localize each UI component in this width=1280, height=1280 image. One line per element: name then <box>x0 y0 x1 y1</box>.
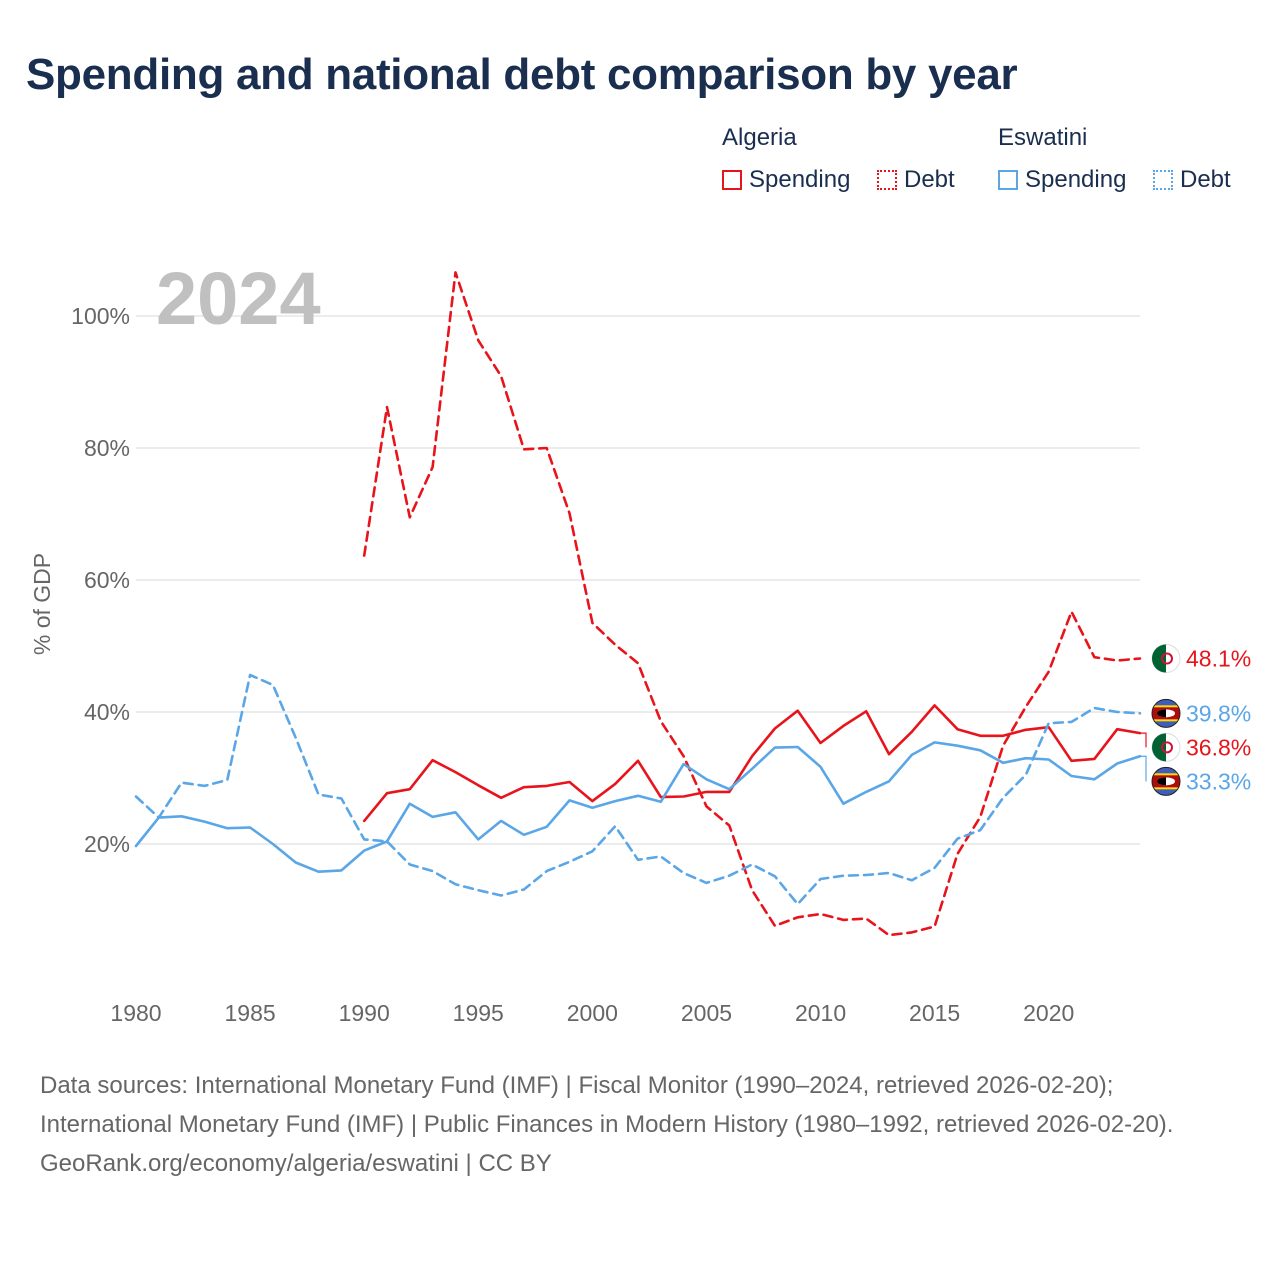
algeria-flag-icon <box>1151 732 1181 762</box>
eswatini-flag-icon <box>1151 698 1181 728</box>
end-value-label: 36.8% <box>1186 734 1251 760</box>
x-tick-label: 2000 <box>567 1000 618 1026</box>
end-value-label: 48.1% <box>1186 646 1251 672</box>
x-tick-label: 1980 <box>110 1000 161 1026</box>
end-value-label: 39.8% <box>1186 700 1251 726</box>
y-tick-label: 100% <box>71 303 130 329</box>
y-axis-ticks: 20% 40% 60% 80% 100% <box>71 303 130 857</box>
x-tick-label: 2015 <box>909 1000 960 1026</box>
credit-link[interactable]: GeoRank.org/economy/algeria/eswatini | C… <box>40 1150 552 1177</box>
legend-swatch-dotted-icon <box>877 170 897 190</box>
y-tick-label: 20% <box>84 831 130 857</box>
eswatini-flag-icon <box>1151 766 1181 796</box>
y-tick-label: 60% <box>84 567 130 593</box>
x-tick-label: 1995 <box>453 1000 504 1026</box>
footer: Data sources: International Monetary Fun… <box>40 1066 1240 1183</box>
end-label-leader <box>1140 755 1147 782</box>
legend-swatch-solid-icon <box>722 170 742 190</box>
legend-label: Debt <box>1180 166 1231 193</box>
series-line-algeria-spending[interactable] <box>362 704 1142 823</box>
legend-item-eswatini-debt[interactable]: Debt <box>1153 166 1231 194</box>
grid <box>136 315 1140 845</box>
series-line-eswatini-spending[interactable] <box>134 741 1142 873</box>
year-watermark: 2024 <box>156 257 321 340</box>
legend-group-eswatini: Eswatini <box>998 124 1088 151</box>
line-chart: 2024 % of GDP 20%40%60%80%100% 1980 1985 1… <box>29 257 1251 1026</box>
legend-label: Spending <box>1025 166 1127 193</box>
series-line-eswatini-debt[interactable] <box>134 673 1142 906</box>
legend-item-algeria-spending[interactable]: Spending <box>722 166 850 194</box>
x-tick-label: 2005 <box>681 1000 732 1026</box>
legend-group-algeria: Algeria <box>722 124 797 151</box>
x-tick-label: 2010 <box>795 1000 846 1026</box>
legend-swatch-dotted-icon <box>1153 170 1173 190</box>
end-labels: 48.1% 39.8% 36.8% 33.3% <box>1140 644 1251 796</box>
y-axis-label: % of GDP <box>29 553 55 655</box>
x-tick-label: 1985 <box>225 1000 276 1026</box>
y-tick-label: 40% <box>84 699 130 725</box>
series <box>134 271 1142 937</box>
y-tick-label: 80% <box>84 435 130 461</box>
series-line-algeria-debt[interactable] <box>362 271 1142 937</box>
chart-title: Spending and national debt comparison by… <box>26 50 1018 99</box>
x-axis-ticks: 1980 1985 1990 1995 2000 2005 2010 2015 2020 <box>110 1000 1074 1026</box>
end-value-label: 33.3% <box>1186 768 1251 794</box>
legend-label: Spending <box>749 166 851 193</box>
x-tick-label: 2020 <box>1023 1000 1074 1026</box>
legend-item-algeria-debt[interactable]: Debt <box>877 166 955 194</box>
legend-label: Debt <box>904 166 955 193</box>
algeria-flag-icon <box>1151 644 1181 674</box>
legend-item-eswatini-spending[interactable]: Spending <box>998 166 1126 194</box>
end-label-leader <box>1140 732 1147 748</box>
legend-swatch-solid-icon <box>998 170 1018 190</box>
data-sources: Data sources: International Monetary Fun… <box>40 1072 1174 1138</box>
x-tick-label: 1990 <box>339 1000 390 1026</box>
